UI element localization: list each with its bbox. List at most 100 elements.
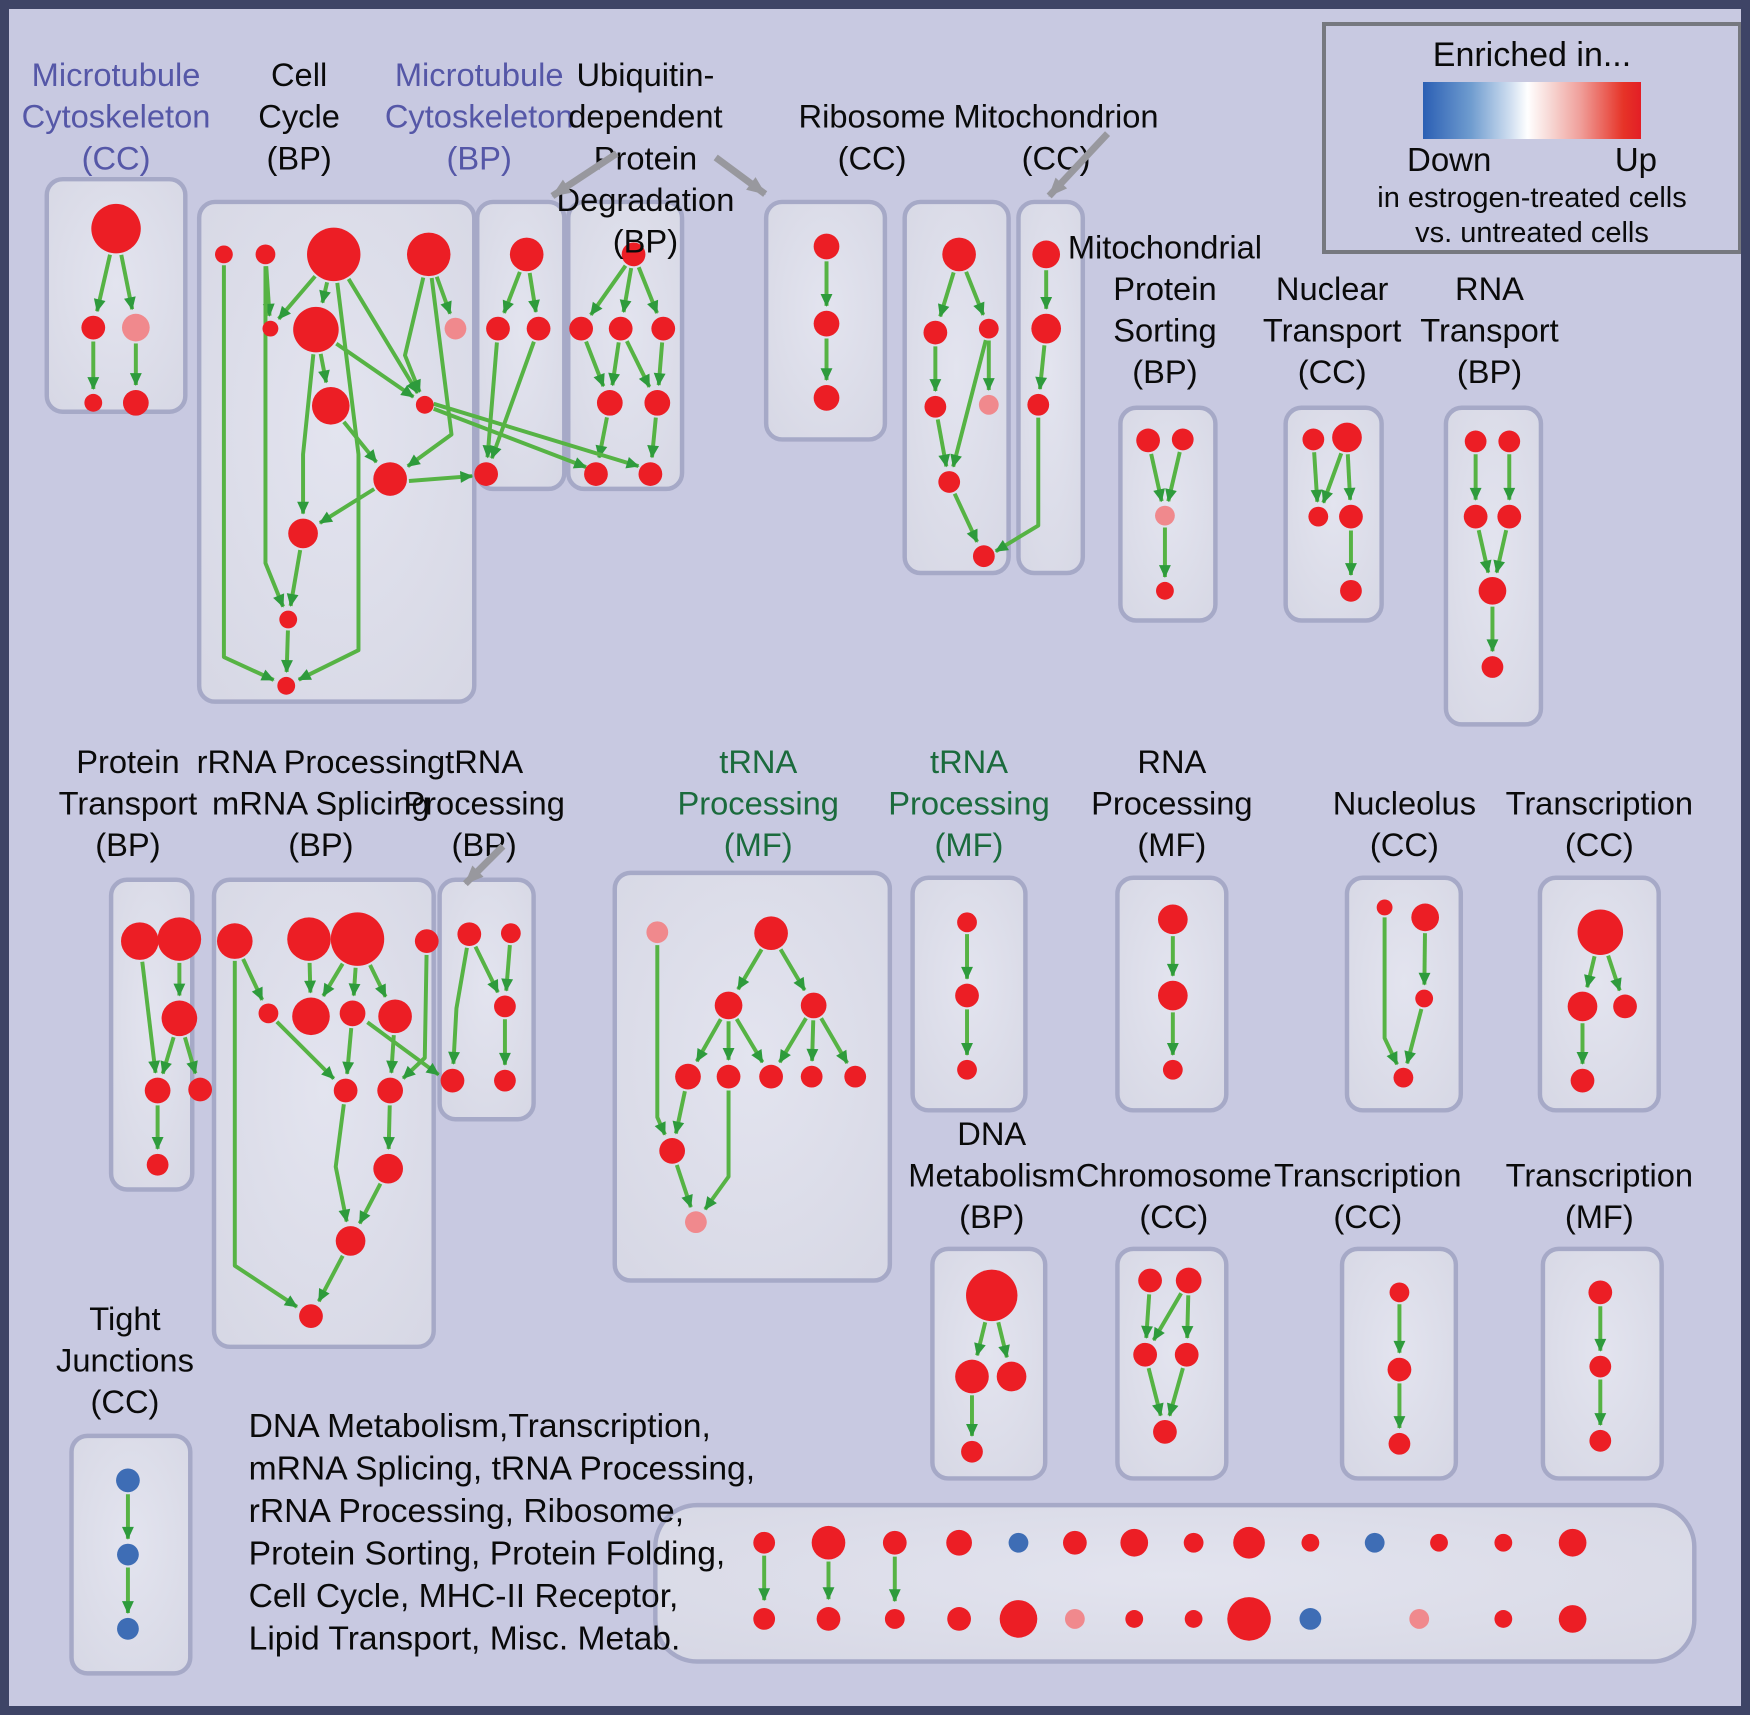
edge-microtubule-cytoskeleton-cc xyxy=(93,254,112,313)
node-mitochondrial-protein-sorting-bp xyxy=(1171,428,1194,451)
cluster-label-transcription-mf: Transcription xyxy=(1506,1157,1693,1194)
edge-trna-processing-mf-large xyxy=(674,1164,693,1209)
node-misc-summary-row2 xyxy=(1558,1605,1587,1633)
edge-dna-metabolism-bp xyxy=(996,1321,1010,1359)
node-transcription-mf xyxy=(1589,1355,1612,1378)
node-trna-processing-mf-large xyxy=(685,1211,707,1234)
node-trna-processing-mf-large xyxy=(800,1065,823,1088)
node-nuclear-transport-cc xyxy=(1308,506,1329,527)
node-chromosome-cc xyxy=(1153,1420,1177,1444)
node-ubiquitin-degradation-bp-a xyxy=(621,242,646,267)
node-trna-processing-mf-large xyxy=(646,921,669,944)
node-misc-summary-row2 xyxy=(1125,1610,1144,1628)
cluster-label-transcription-cc-row2: Transcription xyxy=(1506,784,1693,821)
edge-cell-cycle-bp xyxy=(434,276,452,315)
node-misc-summary-row1 xyxy=(946,1529,972,1556)
cluster-label-ubiquitin-degradation-bp-a: dependent xyxy=(568,98,722,135)
cluster-label-transcription-cc-row2: (CC) xyxy=(1565,826,1634,863)
cluster-label-mitochondrion-cc: Mitochondrion xyxy=(954,98,1159,135)
node-transcription-cc-row2 xyxy=(1570,1068,1595,1093)
edge-protein-transport-bp xyxy=(160,1036,176,1075)
cluster-label-mitochondrion-cc: (CC) xyxy=(1022,139,1091,176)
cluster-label-trna-processing-mf-small: (MF) xyxy=(935,826,1004,863)
node-rna-transport-bp xyxy=(1464,430,1487,453)
edge-trna-processing-mf-large xyxy=(736,948,764,991)
node-ribosome-cc xyxy=(972,545,995,568)
edge-nucleolus-cc xyxy=(1404,1008,1424,1065)
cluster-label-protein-transport-bp: Protein xyxy=(76,743,179,780)
edge-ubiquitin-degradation-bp-a xyxy=(653,342,666,387)
cluster-label-ribosome-cc: (CC) xyxy=(838,139,907,176)
cluster-box-nucleolus-cc xyxy=(1344,875,1464,1113)
node-mitochondrial-protein-sorting-bp xyxy=(1155,505,1175,526)
node-misc-summary-row2 xyxy=(1064,1609,1085,1629)
node-ribosome-cc xyxy=(978,318,999,339)
cluster-box-chromosome-cc xyxy=(1115,1246,1229,1481)
edge-trna-processing-mf-large xyxy=(778,948,807,992)
edge-dna-metabolism-bp xyxy=(974,1321,988,1357)
node-misc-summary-row2 xyxy=(1409,1609,1430,1629)
edge-trna-processing-bp xyxy=(448,947,469,1065)
cluster-label-tight-junctions-cc: Tight xyxy=(89,1300,160,1337)
edge-nucleolus-cc xyxy=(1382,917,1399,1066)
cross-cluster-arrow xyxy=(366,1020,440,1077)
edge-chromosome-cc xyxy=(1151,1292,1183,1342)
node-rrna-processing-mrna-splicing-bp xyxy=(299,1304,323,1329)
edge-mitochondrion-cc xyxy=(1035,345,1048,391)
cluster-box-rna-transport-bp xyxy=(1443,405,1544,727)
cluster-label-chromosome-cc: Chromosome xyxy=(1076,1157,1272,1194)
node-trna-processing-mf-large xyxy=(800,992,827,1019)
cluster-label-rrna-processing-mrna-splicing-bp: (BP) xyxy=(288,826,353,863)
node-cell-cycle-bp xyxy=(311,386,350,425)
legend-gradient-bar xyxy=(1423,82,1641,139)
cluster-label-rna-processing-mf: (MF) xyxy=(1137,826,1206,863)
node-misc-summary-row2 xyxy=(1227,1597,1271,1641)
misc-categories-note: rRNA Processing, Ribosome, xyxy=(249,1493,684,1530)
edge-ubiquitin-degradation-bp-a xyxy=(584,340,606,388)
cluster-label-ribosome-cc: Ribosome xyxy=(799,98,946,135)
cluster-label-nuclear-transport-cc: Transport xyxy=(1263,311,1401,348)
node-cell-cycle-bp xyxy=(406,232,451,277)
edge-protein-transport-bp xyxy=(140,961,161,1074)
node-ubiquitin-degradation-bp-a xyxy=(584,462,608,486)
cluster-label-chromosome-cc: (CC) xyxy=(1139,1198,1208,1235)
edge-rrna-processing-mrna-splicing-bp xyxy=(342,1027,355,1075)
node-cell-cycle-bp xyxy=(307,227,361,282)
node-misc-summary-row1 xyxy=(1063,1530,1087,1555)
cluster-label-microtubule-cytoskeleton-bp: (BP) xyxy=(447,139,512,176)
edge-rrna-processing-mrna-splicing-bp xyxy=(383,1105,395,1150)
cluster-box-ubiquitin-degradation-bp-a xyxy=(566,199,685,492)
edge-ribosome-cc xyxy=(950,339,988,468)
legend-updown-row: Down Up xyxy=(1407,141,1657,179)
node-transcription-cc-row2 xyxy=(1613,994,1637,1019)
node-microtubule-cytoskeleton-cc xyxy=(122,389,149,416)
node-misc-summary-row2 xyxy=(816,1607,841,1631)
edge-cell-cycle-bp xyxy=(342,420,378,464)
legend-up-label: Up xyxy=(1614,141,1657,178)
edge-cell-cycle-bp xyxy=(403,277,426,393)
node-trna-processing-bp xyxy=(494,1069,516,1092)
cluster-label-mitochondrial-protein-sorting-bp: Protein xyxy=(1113,270,1216,307)
edge-cell-cycle-bp xyxy=(281,630,293,673)
edge-trna-processing-bp xyxy=(473,945,500,994)
node-microtubule-cytoskeleton-cc xyxy=(84,393,103,412)
cluster-label-protein-transport-bp: Transport xyxy=(59,784,197,821)
edge-ubiquitin-degradation-bp-a xyxy=(589,264,628,316)
node-trna-processing-mf-small xyxy=(955,983,979,1008)
node-ubiquitin-degradation-bp-a xyxy=(651,316,676,341)
node-protein-transport-bp xyxy=(146,1153,169,1176)
node-microtubule-cytoskeleton-cc xyxy=(81,315,106,340)
node-ubiquitin-degradation-bp-a xyxy=(644,389,671,416)
edge-microtubule-cytoskeleton-bp xyxy=(490,340,536,460)
label-pointer-arrow xyxy=(713,154,768,197)
node-transcription-cc-row2 xyxy=(1577,909,1624,955)
labels-layer: Microtubule Cytoskeleton (CC) Cell Cycle (BP)… xyxy=(22,56,1693,1657)
edge-ubiquitin-degradation-bp-a xyxy=(608,342,621,387)
node-nuclear-transport-cc xyxy=(1302,428,1325,451)
edge-trna-processing-bp xyxy=(501,944,514,992)
node-misc-summary-row2 xyxy=(1184,1610,1203,1628)
cluster-label-mitochondrial-protein-sorting-bp: Mitochondrial xyxy=(1068,228,1262,265)
edge-ribosome-cc xyxy=(952,492,979,543)
edge-cell-cycle-bp xyxy=(346,277,420,394)
edge-nuclear-transport-cc xyxy=(1343,454,1356,501)
